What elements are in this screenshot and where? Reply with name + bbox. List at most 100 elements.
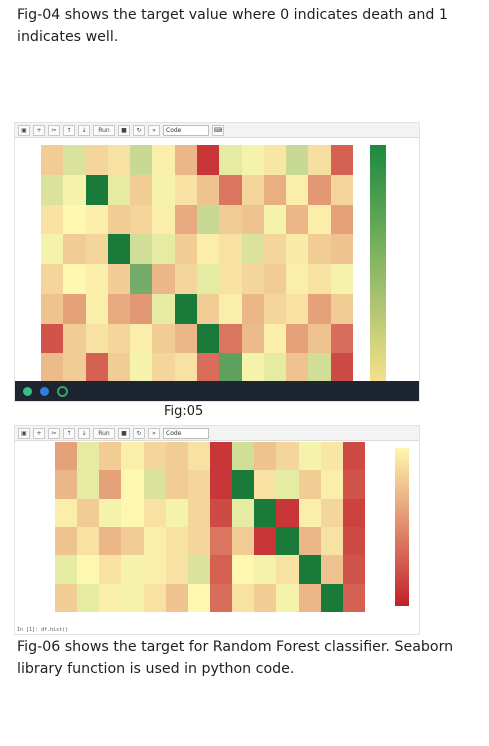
heatmap-cell <box>308 234 332 265</box>
heatmap-cell <box>130 204 153 235</box>
up-icon[interactable]: ↑ <box>63 427 75 439</box>
heatmap-cell <box>276 583 300 613</box>
heatmap-cell <box>55 442 78 471</box>
heatmap-cell <box>165 583 189 613</box>
heatmap-cell <box>99 555 122 585</box>
heatmap-cell <box>219 234 243 265</box>
heatmap-cell <box>77 470 100 500</box>
cut-icon[interactable]: ✂ <box>48 124 60 136</box>
stop-icon[interactable]: ■ <box>118 124 130 136</box>
heatmap-cell <box>210 583 233 613</box>
heatmap-cell <box>210 442 233 471</box>
heatmap-cell <box>143 555 167 585</box>
heatmap-cell <box>130 293 153 324</box>
heatmap-cell <box>152 174 176 205</box>
cut-icon[interactable]: ✂ <box>48 427 60 439</box>
add-icon[interactable]: + <box>33 124 45 136</box>
stop-icon[interactable]: ■ <box>118 427 130 439</box>
cell-type-select[interactable]: Code <box>163 124 209 136</box>
heatmap-cell <box>130 353 153 384</box>
heatmap-cell <box>85 353 109 384</box>
heatmap-cell <box>121 470 145 500</box>
heatmap-cell <box>165 470 189 500</box>
heatmap-cell <box>232 498 255 528</box>
heatmap-cell <box>263 204 287 235</box>
keyboard-icon[interactable]: ⌨ <box>212 124 224 136</box>
heatmap-cell <box>174 174 198 205</box>
heatmap-cell <box>63 353 87 384</box>
code-input-cell[interactable]: In [1]: df.hist() <box>17 627 69 633</box>
figure-caption: Fig:05 <box>164 404 204 419</box>
heatmap-cell <box>99 527 122 556</box>
heatmap-cell <box>121 527 145 556</box>
heatmap-cell <box>143 470 167 500</box>
heatmap-cell <box>197 353 220 384</box>
heatmap-cell <box>130 174 153 205</box>
save-icon[interactable]: ▣ <box>18 124 30 136</box>
heatmap-cell <box>232 442 255 471</box>
heatmap-cell <box>107 174 131 205</box>
heatmap-cell <box>99 470 122 500</box>
heatmap-cell <box>174 293 198 324</box>
heatmap-cell <box>41 323 64 354</box>
heatmap-cell <box>85 293 109 324</box>
cell-type-select[interactable]: Code <box>163 427 209 439</box>
heatmap-cell <box>187 555 211 585</box>
heatmap-cell <box>63 264 87 295</box>
heatmap-cell <box>197 323 220 354</box>
heatmap-cell <box>152 264 176 295</box>
heatmap-cell <box>197 293 220 324</box>
add-icon[interactable]: + <box>33 427 45 439</box>
colorbar-fig05 <box>395 448 409 606</box>
fastforward-icon[interactable]: » <box>148 124 160 136</box>
heatmap-cell <box>330 204 354 235</box>
heatmap-cell <box>241 323 265 354</box>
heatmap-cell <box>219 204 243 235</box>
heatmap-cell <box>241 234 265 265</box>
heatmap-cell <box>330 234 354 265</box>
heatmap-cell <box>55 555 78 585</box>
run-button[interactable]: Run <box>93 427 115 439</box>
heatmap-cell <box>121 583 145 613</box>
heatmap-cell <box>41 204 64 235</box>
heatmap-cell <box>308 353 332 384</box>
heatmap-cell <box>320 555 344 585</box>
down-icon[interactable]: ↓ <box>78 124 90 136</box>
heatmap-cell <box>286 174 309 205</box>
heatmap-cell <box>298 470 322 500</box>
heatmap-cell <box>152 204 176 235</box>
heatmap-cell <box>330 264 354 295</box>
heatmap-cell <box>308 204 332 235</box>
heatmap-cell <box>77 583 100 613</box>
heatmap-cell <box>143 498 167 528</box>
heatmap-cell <box>263 234 287 265</box>
app-icon[interactable] <box>23 386 32 396</box>
fastforward-icon[interactable]: » <box>148 427 160 439</box>
heatmap-cell <box>107 293 131 324</box>
heatmap-cell <box>219 353 243 384</box>
save-icon[interactable]: ▣ <box>18 427 30 439</box>
heatmap-cell <box>41 293 64 324</box>
heatmap-cell <box>174 234 198 265</box>
heatmap-cell <box>330 353 354 384</box>
heatmap-cell <box>232 555 255 585</box>
heatmap-cell <box>107 204 131 235</box>
cell-type-label: Code <box>166 429 182 437</box>
browser-icon[interactable] <box>40 386 49 396</box>
heatmap-cell <box>342 527 366 556</box>
heatmap-cell <box>152 353 176 384</box>
down-icon[interactable]: ↓ <box>78 427 90 439</box>
circle-icon[interactable] <box>57 385 68 397</box>
heatmap-cell <box>165 555 189 585</box>
heatmap-cell <box>241 204 265 235</box>
restart-icon[interactable]: ↻ <box>133 124 145 136</box>
heatmap-cell <box>298 498 322 528</box>
heatmap-cell <box>254 583 277 613</box>
heatmap-cell <box>241 264 265 295</box>
run-button[interactable]: Run <box>93 124 115 136</box>
up-icon[interactable]: ↑ <box>63 124 75 136</box>
heatmap-cell <box>308 174 332 205</box>
heatmap-cell <box>85 204 109 235</box>
heatmap-cell <box>254 555 277 585</box>
restart-icon[interactable]: ↻ <box>133 427 145 439</box>
